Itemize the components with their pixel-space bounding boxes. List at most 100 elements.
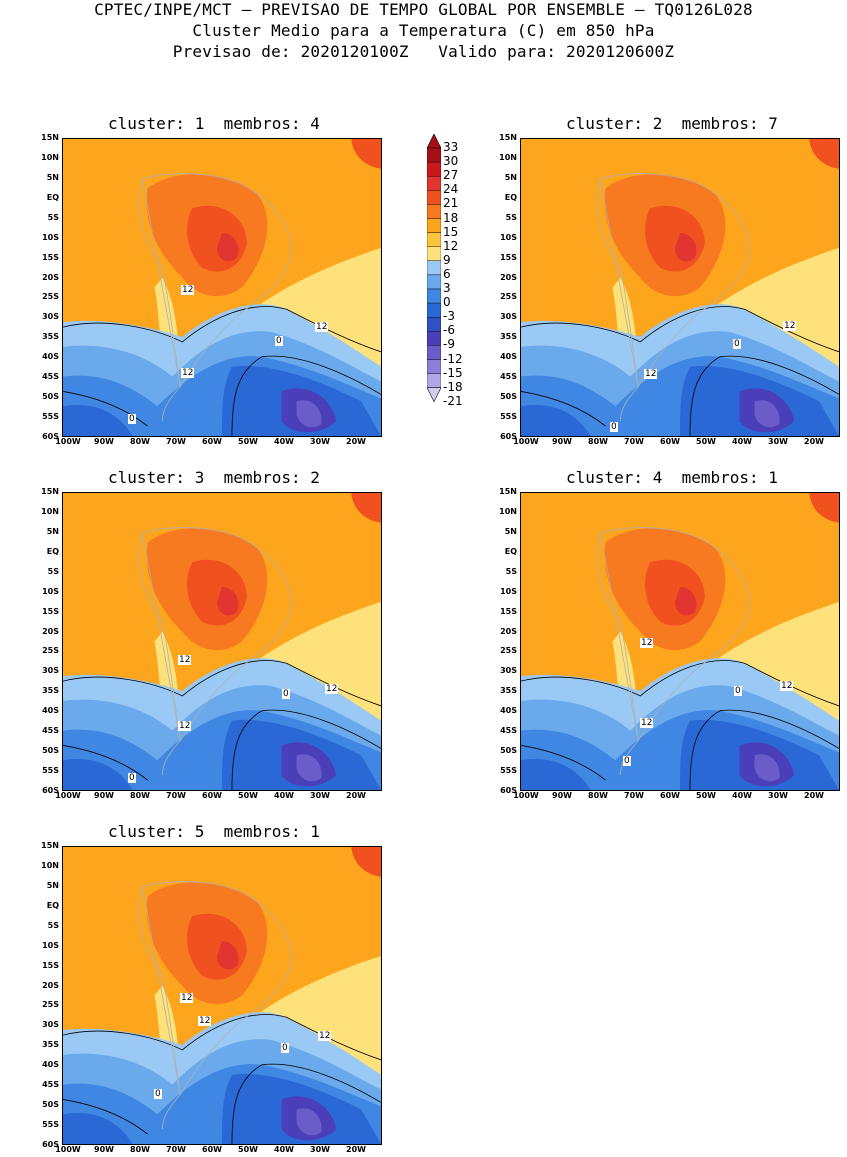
lon-tick-label: 30W [310, 437, 330, 446]
colorbar-swatch [427, 218, 441, 233]
lon-tick-label: 30W [310, 791, 330, 800]
lon-tick-label: 80W [588, 791, 608, 800]
colorbar-label: -6 [443, 323, 455, 338]
lat-tick-label: 30S [500, 312, 517, 322]
lat-tick-label: 5N [46, 172, 59, 182]
lon-tick-label: 100W [55, 791, 81, 800]
lat-tick-label: 35S [42, 1040, 59, 1050]
lon-tick-label: 40W [732, 791, 752, 800]
temperature-field-4 [521, 493, 839, 790]
contour-label: 12 [325, 684, 339, 694]
lon-tick-label: 30W [310, 1145, 330, 1154]
lon-tick-label: 90W [94, 1145, 114, 1154]
contour-label: 12 [644, 369, 658, 379]
lon-tick-label: 50W [696, 791, 716, 800]
contour-label: 12 [318, 1031, 332, 1041]
lat-tick-label: 55S [42, 1120, 59, 1130]
lat-tick-label: 30S [42, 312, 59, 322]
contour-label: 12 [198, 1016, 212, 1026]
lat-tick-label: 5N [46, 526, 59, 536]
lat-tick-label: 15N [499, 487, 517, 496]
colorbar-min-arrow [427, 387, 441, 403]
lon-tick-label: 80W [130, 437, 150, 446]
lon-tick-label: 80W [130, 791, 150, 800]
lat-tick-label: 55S [42, 412, 59, 422]
lon-tick-label: 90W [552, 437, 572, 446]
colorbar-swatch [427, 274, 441, 290]
lat-tick-label: 20S [42, 272, 59, 282]
lat-tick-label: 55S [42, 766, 59, 776]
lat-tick-label: 15N [41, 841, 59, 850]
contour-label: 0 [281, 1043, 289, 1053]
lon-tick-label: 50W [238, 437, 258, 446]
lat-tick-label: 50S [42, 1100, 59, 1110]
lon-tick-label: 40W [274, 437, 294, 446]
lat-tick-label: 45S [42, 726, 59, 736]
lat-tick-label: 20S [500, 272, 517, 282]
lon-tick-label: 100W [55, 1145, 81, 1154]
lon-tick-label: 20W [346, 437, 366, 446]
lat-tick-label: 35S [42, 686, 59, 696]
lat-tick-label: 20S [500, 626, 517, 636]
colorbar-label: -15 [443, 365, 463, 380]
lat-tick-label: 60S [42, 432, 59, 441]
lat-tick-label: 10S [42, 232, 59, 242]
colorbar-swatches [427, 134, 441, 403]
colorbar-max-arrow [427, 134, 441, 149]
lat-tick-label: EQ [46, 900, 59, 910]
lat-tick-label: EQ [504, 546, 517, 556]
colorbar-label: 21 [443, 196, 459, 211]
lat-tick-label: 40S [42, 1060, 59, 1070]
lat-tick-label: 10S [500, 586, 517, 596]
contour-label: 0 [154, 1089, 162, 1099]
lat-tick-label: 5N [504, 172, 517, 182]
lon-tick-label: 40W [274, 1145, 294, 1154]
colorbar-label: 15 [443, 224, 459, 239]
colorbar-swatch [427, 204, 441, 219]
lat-tick-label: EQ [46, 192, 59, 202]
lat-tick-label: 25S [500, 646, 517, 656]
contour-label: 0 [734, 686, 742, 696]
contour-label: 12 [315, 322, 329, 332]
lat-tick-label: 50S [42, 392, 59, 402]
lat-tick-label: 55S [500, 412, 517, 422]
panel-4-title: cluster: 4 membros: 1 [566, 468, 778, 487]
panel-2-title: cluster: 2 membros: 7 [566, 114, 778, 133]
contour-label: 12 [180, 993, 194, 1003]
lat-tick-label: 5N [504, 526, 517, 536]
header-line-2: Cluster Medio para a Temperatura (C) em … [192, 21, 655, 40]
colorbar-label: -12 [443, 351, 463, 366]
lon-tick-label: 60W [202, 1145, 222, 1154]
lat-tick-label: 10S [42, 940, 59, 950]
header-line-3: Previsao de: 2020120100Z Valido para: 20… [172, 42, 675, 61]
lon-tick-label: 40W [732, 437, 752, 446]
lat-tick-label: 5S [47, 212, 59, 222]
lat-tick-label: 15N [41, 133, 59, 142]
lat-tick-label: 10N [41, 860, 59, 870]
lon-tick-label: 60W [660, 437, 680, 446]
lat-tick-label: 15S [42, 606, 59, 616]
lon-tick-label: 70W [624, 791, 644, 800]
lat-tick-label: 35S [500, 686, 517, 696]
lat-tick-label: 10N [41, 506, 59, 516]
contour-label: 0 [733, 339, 741, 349]
lat-tick-label: 50S [500, 392, 517, 402]
colorbar-swatch [427, 359, 441, 374]
temperature-field-1 [63, 139, 381, 436]
map-panel-2 [520, 138, 840, 437]
lon-tick-label: 70W [166, 1145, 186, 1154]
colorbar-swatch [427, 345, 441, 360]
colorbar-swatch [427, 331, 441, 346]
colorbar-label: 30 [443, 154, 459, 169]
colorbar-label: 12 [443, 238, 459, 253]
lon-tick-label: 50W [696, 437, 716, 446]
lat-tick-label: 10S [500, 232, 517, 242]
map-panel-5 [62, 846, 382, 1145]
colorbar-swatch [427, 373, 441, 388]
lat-tick-label: 45S [42, 372, 59, 382]
lat-tick-label: 15S [42, 960, 59, 970]
colorbar-swatch [427, 176, 441, 191]
lat-tick-label: 30S [500, 666, 517, 676]
lat-tick-label: 10N [499, 506, 517, 516]
lon-tick-label: 70W [624, 437, 644, 446]
